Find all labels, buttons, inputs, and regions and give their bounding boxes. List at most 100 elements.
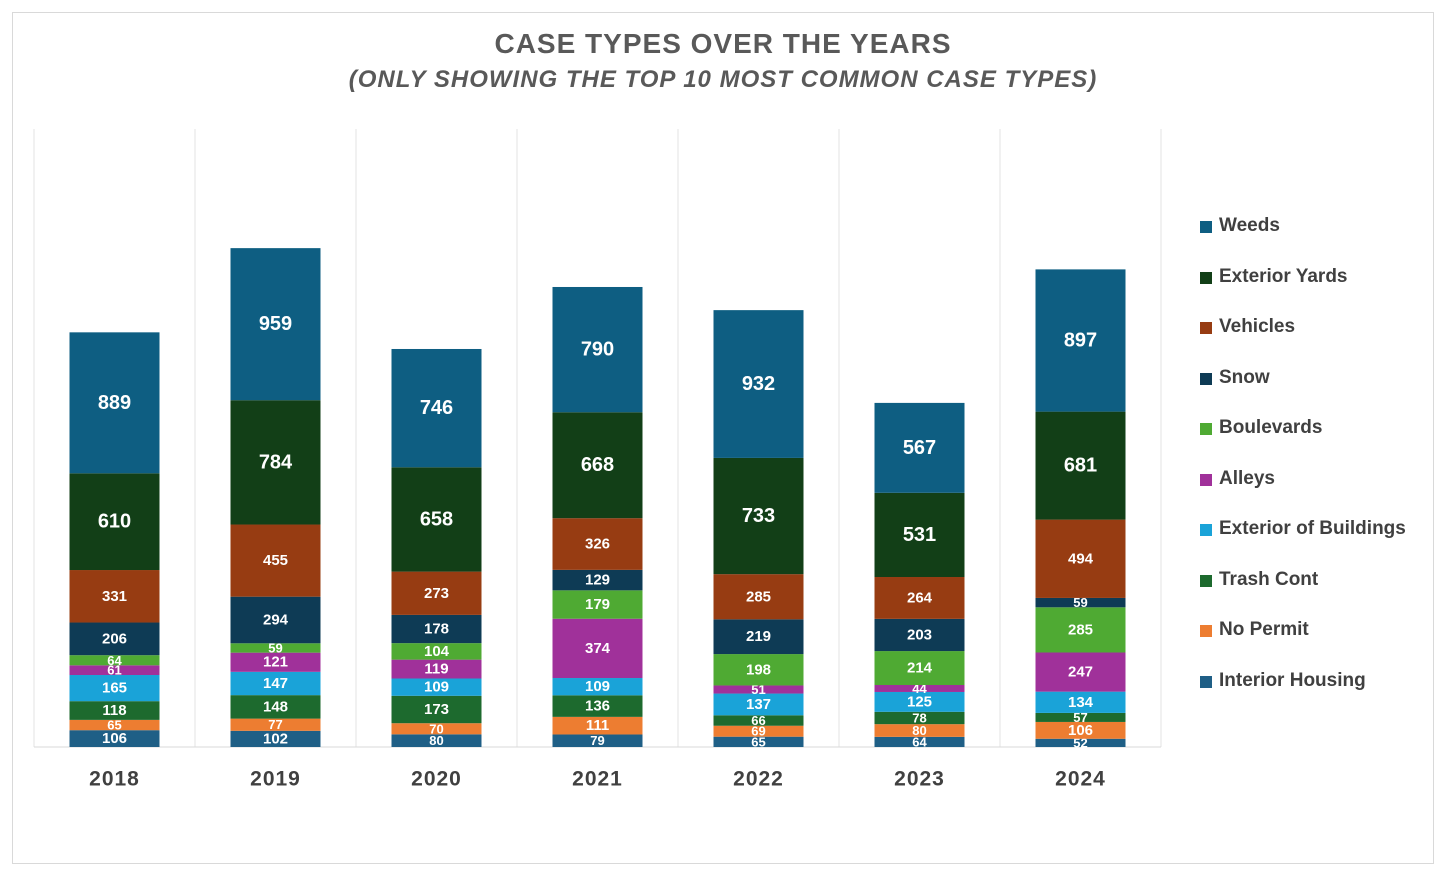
- bar-segment-alleys-2023: [874, 684, 965, 692]
- bar-segment-exterior-yards-2022: [713, 457, 804, 575]
- data-label-exterior-of-buildings-2018: 165: [102, 680, 127, 697]
- data-label-boulevards-2022: 198: [746, 661, 771, 678]
- data-label-exterior-of-buildings-2021: 109: [585, 678, 610, 695]
- bar-segment-alleys-2018: [69, 665, 160, 676]
- data-label-exterior-of-buildings-2020: 109: [424, 679, 449, 696]
- data-label-weeds-2018: 889: [98, 392, 131, 414]
- bar-segment-boulevards-2024: [1035, 607, 1126, 653]
- bar-segment-weeds-2020: [391, 348, 482, 468]
- bar-segment-no-permit-2022: [713, 725, 804, 737]
- data-label-alleys-2022: 51: [751, 682, 765, 697]
- bar-segment-vehicles-2024: [1035, 519, 1126, 598]
- data-label-no-permit-2020: 70: [429, 721, 443, 736]
- bar-segment-snow-2019: [230, 596, 321, 644]
- legend-item-no-permit: No Permit: [1200, 612, 1406, 663]
- legend-label-vehicles: Vehicles: [1219, 316, 1296, 337]
- legend-label-interior-housing: Interior Housing: [1219, 669, 1366, 691]
- data-label-boulevards-2023: 214: [907, 660, 933, 677]
- data-label-vehicles-2021: 326: [585, 536, 610, 553]
- bar-segment-no-permit-2024: [1035, 721, 1126, 739]
- chart-subtitle: (ONLY SHOWING THE TOP 10 MOST COMMON CAS…: [348, 66, 1098, 93]
- data-label-snow-2020: 178: [424, 621, 449, 638]
- legend-item-exterior-of-buildings: Exterior of Buildings: [1200, 511, 1406, 562]
- bar-segment-interior-housing-2018: [69, 730, 160, 747]
- bar-segment-exterior-of-buildings-2023: [874, 691, 965, 712]
- x-tick-label-2021: 2021: [572, 768, 623, 791]
- legend-item-exterior-yards: Exterior Yards: [1200, 259, 1406, 310]
- x-tick-label-2022: 2022: [733, 768, 784, 791]
- legend-label-weeds: Weeds: [1219, 215, 1280, 236]
- bar-segment-weeds-2023: [874, 402, 965, 493]
- bar-segment-exterior-of-buildings-2024: [1035, 691, 1126, 713]
- data-label-exterior-of-buildings-2019: 147: [263, 675, 288, 692]
- bar-segment-boulevards-2020: [391, 643, 482, 660]
- data-label-interior-housing-2022: 65: [751, 734, 765, 749]
- data-label-exterior-yards-2022: 733: [742, 505, 775, 527]
- legend-label-boulevards: Boulevards: [1219, 417, 1323, 438]
- legend-swatch-alleys: [1200, 473, 1212, 486]
- data-label-exterior-yards-2020: 658: [420, 508, 453, 530]
- data-label-weeds-2019: 959: [259, 313, 292, 335]
- bar-segment-vehicles-2023: [874, 577, 965, 619]
- legend-swatch-no-permit: [1200, 625, 1212, 637]
- bar-segment-exterior-of-buildings-2020: [391, 678, 482, 696]
- data-label-boulevards-2020: 104: [424, 643, 450, 660]
- data-label-no-permit-2018: 65: [107, 718, 121, 733]
- data-label-no-permit-2022: 69: [751, 724, 765, 739]
- bar-segment-exterior-yards-2024: [1035, 411, 1126, 520]
- bar-segment-interior-housing-2020: [391, 734, 482, 747]
- data-label-no-permit-2023: 80: [912, 723, 926, 738]
- legend-swatch-weeds: [1200, 221, 1212, 233]
- data-label-interior-housing-2021: 79: [590, 733, 604, 748]
- bar-segment-snow-2020: [391, 614, 482, 644]
- data-label-weeds-2020: 746: [420, 397, 453, 419]
- bar-segment-interior-housing-2019: [230, 730, 321, 747]
- bar-segment-boulevards-2023: [874, 651, 965, 685]
- data-label-trash-cont-2018: 118: [102, 702, 126, 719]
- bar-segment-weeds-2022: [713, 310, 804, 458]
- data-label-trash-cont-2019: 148: [263, 698, 288, 715]
- data-label-trash-cont-2022: 66: [751, 713, 765, 728]
- bar-segment-exterior-yards-2023: [874, 492, 965, 578]
- bar-segment-vehicles-2020: [391, 571, 482, 615]
- bar-segment-no-permit-2020: [391, 723, 482, 735]
- data-label-no-permit-2021: 111: [586, 717, 609, 734]
- data-label-weeds-2024: 897: [1064, 330, 1097, 352]
- data-label-trash-cont-2020: 173: [424, 701, 449, 718]
- bar-segment-trash-cont-2023: [874, 711, 965, 725]
- data-label-snow-2019: 294: [263, 611, 289, 628]
- data-label-boulevards-2019: 59: [268, 640, 282, 655]
- x-tick-label-2018: 2018: [89, 768, 140, 791]
- chart-title: CASE TYPES OVER THE YEARS: [494, 28, 952, 59]
- bar-segment-boulevards-2018: [69, 655, 160, 666]
- legend-item-weeds: Weeds: [1200, 208, 1406, 259]
- data-label-trash-cont-2024: 57: [1073, 710, 1087, 725]
- bar-segment-weeds-2018: [69, 332, 160, 474]
- bar-segment-snow-2023: [874, 618, 965, 652]
- bar-segment-trash-cont-2022: [713, 715, 804, 726]
- data-label-vehicles-2020: 273: [424, 585, 449, 602]
- data-label-boulevards-2021: 179: [585, 596, 610, 613]
- bar-segment-vehicles-2021: [552, 518, 643, 570]
- legend-item-alleys: Alleys: [1200, 461, 1406, 512]
- data-label-vehicles-2018: 331: [102, 588, 127, 605]
- data-label-trash-cont-2021: 136: [585, 698, 610, 715]
- data-label-vehicles-2019: 455: [263, 552, 288, 569]
- bar-segment-interior-housing-2021: [552, 734, 643, 747]
- bar-segment-exterior-yards-2021: [552, 412, 643, 519]
- data-label-snow-2018: 206: [102, 630, 127, 647]
- bar-segment-no-permit-2023: [874, 724, 965, 737]
- legend-swatch-vehicles: [1200, 322, 1212, 334]
- legend-label-trash-cont: Trash Cont: [1219, 568, 1319, 590]
- legend-item-snow: Snow: [1200, 360, 1406, 411]
- chart-frame: [12, 12, 1434, 864]
- bar-segment-exterior-of-buildings-2019: [230, 671, 321, 696]
- bar-segment-no-permit-2019: [230, 718, 321, 731]
- data-label-trash-cont-2023: 78: [912, 710, 926, 725]
- bar-segment-interior-housing-2024: [1035, 738, 1126, 747]
- bar-segment-vehicles-2018: [69, 570, 160, 623]
- bar-segment-exterior-of-buildings-2022: [713, 693, 804, 716]
- data-label-vehicles-2023: 264: [907, 589, 933, 606]
- legend-label-alleys: Alleys: [1219, 467, 1275, 489]
- data-label-alleys-2019: 121: [263, 654, 288, 671]
